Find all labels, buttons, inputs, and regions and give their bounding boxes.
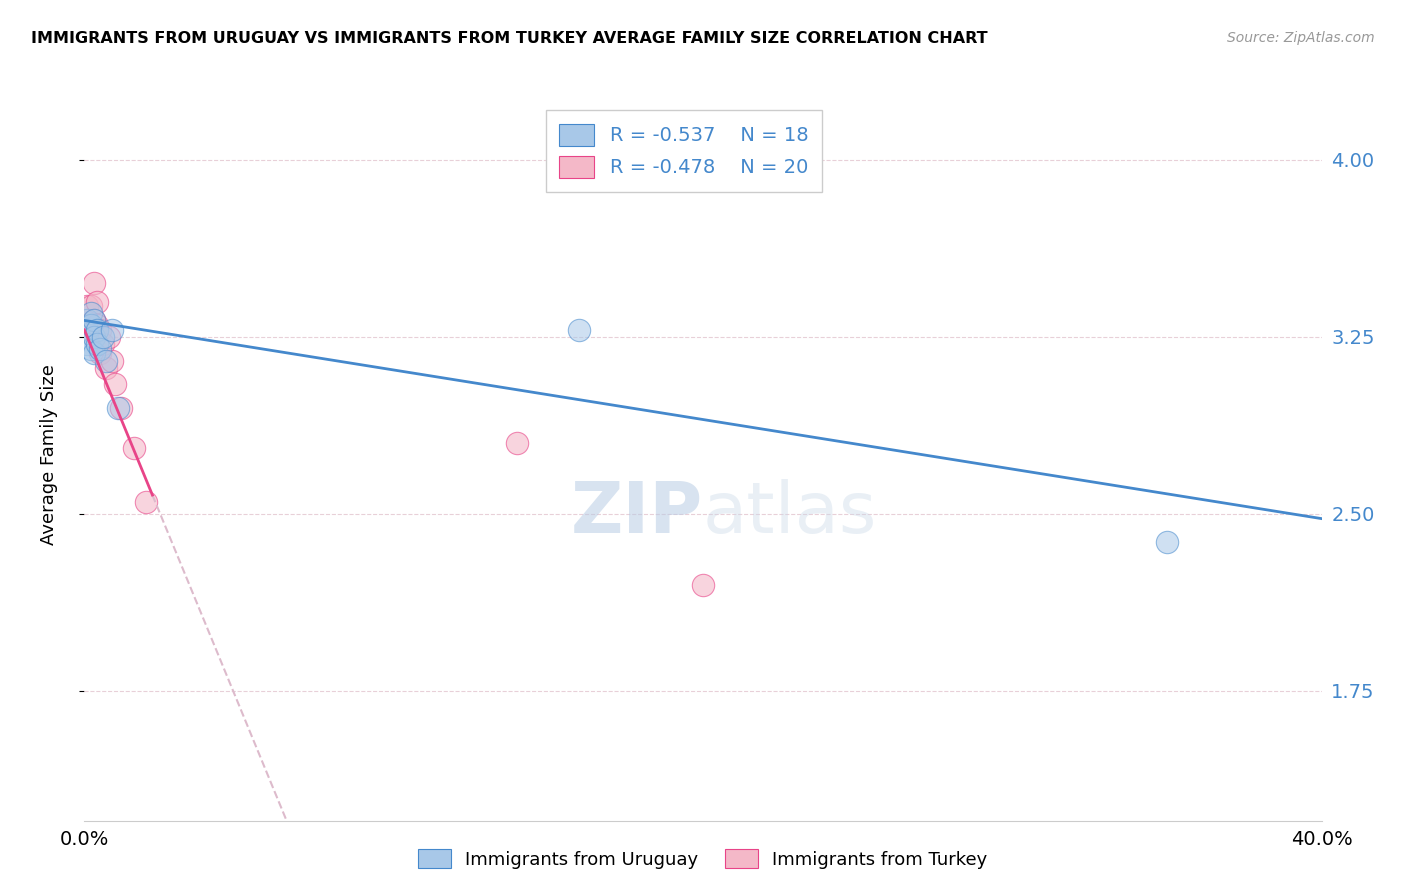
Point <box>122 441 145 455</box>
Point <box>76 323 98 337</box>
Point <box>83 276 105 290</box>
Point <box>89 346 111 360</box>
Point <box>94 353 117 368</box>
Point <box>76 299 98 313</box>
Text: IMMIGRANTS FROM URUGUAY VS IMMIGRANTS FROM TURKEY AVERAGE FAMILY SIZE CORRELATIO: IMMIGRANTS FROM URUGUAY VS IMMIGRANTS FR… <box>31 31 987 46</box>
Point <box>98 330 121 344</box>
Point <box>104 377 127 392</box>
Point <box>76 337 98 351</box>
Text: ZIP: ZIP <box>571 479 703 548</box>
Text: Source: ZipAtlas.com: Source: ZipAtlas.com <box>1227 31 1375 45</box>
Point <box>692 577 714 591</box>
Point <box>101 323 124 337</box>
Legend: R = -0.537    N = 18, R = -0.478    N = 20: R = -0.537 N = 18, R = -0.478 N = 20 <box>546 110 823 192</box>
Legend: Immigrants from Uruguay, Immigrants from Turkey: Immigrants from Uruguay, Immigrants from… <box>411 842 995 876</box>
Point <box>86 318 108 333</box>
Point <box>76 313 98 327</box>
Point <box>83 346 105 360</box>
Point <box>86 337 108 351</box>
Point <box>79 306 101 320</box>
Y-axis label: Average Family Size: Average Family Size <box>39 365 58 545</box>
Point <box>91 330 114 344</box>
Point <box>83 313 105 327</box>
Point <box>91 337 114 351</box>
Point <box>110 401 132 415</box>
Point <box>76 318 98 333</box>
Point <box>568 323 591 337</box>
Point <box>135 495 157 509</box>
Point <box>107 401 129 415</box>
Point <box>86 294 108 309</box>
Point <box>83 313 105 327</box>
Point <box>83 330 105 344</box>
Point <box>506 436 529 450</box>
Point <box>101 353 124 368</box>
Point <box>89 323 111 337</box>
Point <box>89 342 111 356</box>
Text: atlas: atlas <box>703 479 877 548</box>
Point <box>79 342 101 356</box>
Point <box>94 360 117 375</box>
Point <box>79 318 101 333</box>
Point <box>1156 535 1178 549</box>
Point <box>86 323 108 337</box>
Point <box>79 323 101 337</box>
Point <box>79 299 101 313</box>
